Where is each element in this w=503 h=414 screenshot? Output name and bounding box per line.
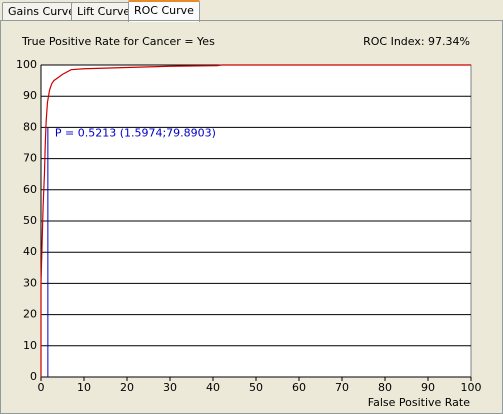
roc-index: ROC Index: 97.34% — [363, 35, 470, 48]
x-tick-label: 30 — [163, 381, 177, 394]
x-axis-label: False Positive Rate — [368, 396, 470, 409]
x-tick-label: 90 — [421, 381, 435, 394]
x-tick-label: 10 — [77, 381, 91, 394]
tab-bar: Gains Curve Lift Curve ROC Curve — [0, 0, 503, 22]
y-tick-label: 20 — [23, 308, 37, 321]
y-tick-label: 10 — [23, 339, 37, 352]
x-tick-label: 100 — [461, 381, 482, 394]
x-tick-label: 20 — [120, 381, 134, 394]
tab[interactable]: Gains Curve — [2, 2, 81, 20]
y-tick-label: 40 — [23, 245, 37, 258]
chart-title: True Positive Rate for Cancer = Yes — [21, 35, 215, 48]
y-tick-label: 0 — [30, 370, 37, 383]
y-tick-label: 60 — [23, 183, 37, 196]
cutoff-label: P = 0.5213 (1.5974;79.8903) — [55, 127, 216, 140]
y-tick-label: 30 — [23, 276, 37, 289]
x-tick-label: 80 — [378, 381, 392, 394]
x-tick-label: 50 — [249, 381, 263, 394]
y-tick-label: 70 — [23, 152, 37, 165]
y-tick-label: 50 — [23, 214, 37, 227]
x-tick-label: 60 — [292, 381, 306, 394]
tab[interactable]: ROC Curve — [128, 0, 200, 22]
roc-curve — [40, 64, 471, 377]
y-tick-label: 100 — [16, 58, 37, 71]
y-tick-label: 80 — [23, 120, 37, 133]
x-tick-label: 70 — [335, 381, 349, 394]
x-tick-label: 40 — [206, 381, 220, 394]
y-tick-label: 90 — [23, 89, 37, 102]
x-tick-label: 0 — [38, 381, 45, 394]
tab[interactable]: Lift Curve — [71, 2, 137, 20]
